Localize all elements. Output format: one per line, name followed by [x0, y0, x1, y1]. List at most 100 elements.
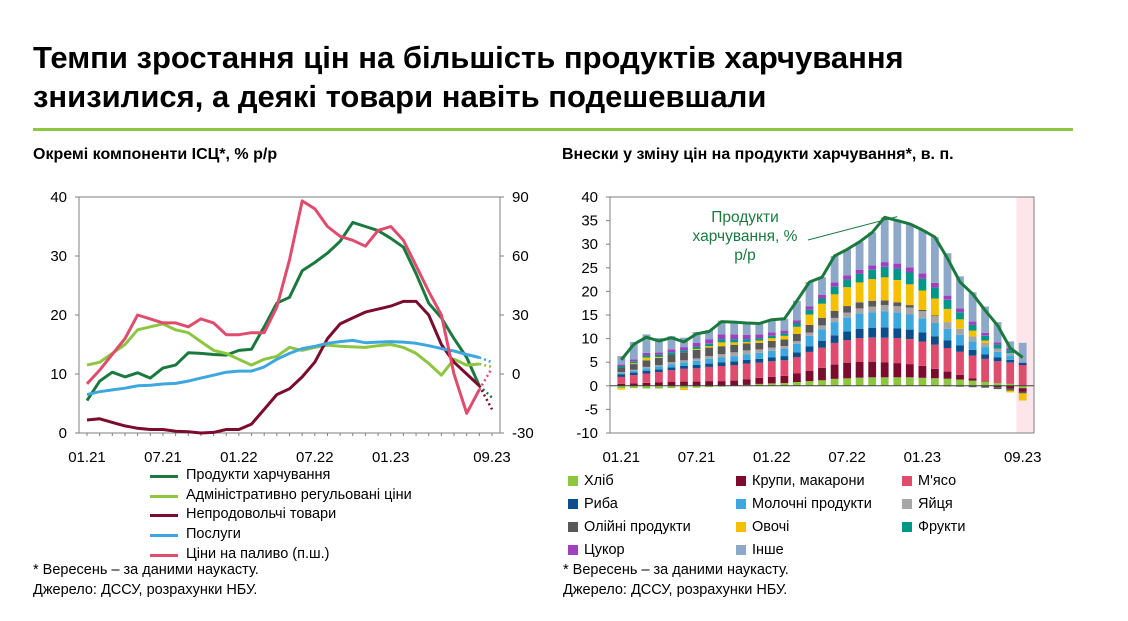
bar-segment-3 — [855, 328, 864, 339]
bar-segment-1 — [855, 361, 864, 378]
bar-segment-10 — [968, 292, 977, 322]
bar-segment-1 — [868, 361, 877, 378]
bar-segment-0 — [968, 380, 977, 386]
bar-segment-4 — [868, 312, 877, 328]
bar-segment-9 — [667, 349, 676, 353]
bar-segment-1 — [730, 380, 739, 386]
bar-segment-0 — [880, 377, 889, 386]
bar-segment-10 — [767, 319, 776, 333]
bar-segment-9 — [855, 269, 864, 274]
bar-segment-4 — [931, 323, 939, 337]
legend-swatch — [736, 522, 746, 532]
bar-segment-1 — [680, 381, 688, 386]
legend-label: Цукор — [584, 542, 625, 558]
bar-segment-5 — [705, 356, 713, 359]
left-y-tick-label: 40 — [50, 189, 67, 206]
bar-segment-4 — [680, 362, 688, 366]
left-x-tick-label: 01.23 — [372, 449, 410, 466]
bar-segment-5 — [981, 342, 989, 347]
bar-segment-0 — [805, 381, 814, 386]
bar-segment-7 — [629, 363, 638, 364]
bar-segment-7 — [956, 319, 964, 329]
bar-segment-2 — [868, 337, 877, 362]
bar-segment-2 — [993, 361, 1002, 383]
bar-segment-8 — [981, 335, 989, 341]
bar-segment-1 — [943, 371, 952, 379]
bar-segment-8 — [905, 272, 914, 285]
bar-segment-3 — [717, 362, 726, 366]
bar-segment-1 — [1018, 388, 1027, 392]
bar-segment-2 — [818, 347, 826, 368]
bar-segment-4 — [705, 358, 713, 364]
right-x-tick-label: 01.22 — [753, 449, 791, 466]
bar-segment-3 — [943, 340, 952, 349]
legend-swatch — [736, 545, 746, 555]
bar-segment-0 — [780, 383, 789, 386]
bar-segment-6 — [742, 343, 751, 351]
bar-segment-5 — [855, 308, 864, 314]
bar-segment-6 — [717, 346, 726, 355]
bar-segment-8 — [868, 269, 877, 280]
bar-segment-2 — [931, 344, 939, 369]
bar-segment-6 — [692, 349, 701, 359]
left-y2-tick-label: 60 — [512, 248, 529, 265]
bar-segment-8 — [767, 335, 776, 339]
bar-segment-2 — [880, 337, 889, 363]
bar-segment-6 — [1018, 391, 1027, 394]
bar-segment-5 — [956, 328, 964, 335]
bar-segment-6 — [629, 364, 638, 370]
bar-segment-4 — [629, 370, 638, 373]
bar-segment-10 — [642, 334, 651, 353]
bar-segment-6 — [993, 387, 1002, 390]
right-x-tick-label: 09.23 — [1004, 449, 1042, 466]
bar-segment-0 — [943, 378, 952, 386]
bar-segment-2 — [830, 342, 839, 365]
bar-segment-0 — [905, 377, 914, 386]
bar-segment-0 — [868, 377, 877, 386]
bar-segment-7 — [918, 290, 927, 310]
bar-segment-1 — [880, 362, 889, 378]
bar-segment-1 — [956, 374, 964, 380]
bar-segment-6 — [1006, 388, 1015, 391]
bar-segment-5 — [1006, 353, 1015, 356]
left-series-line-3 — [86, 338, 480, 397]
bar-segment-1 — [818, 367, 826, 381]
right-x-tick-label: 07.21 — [678, 449, 716, 466]
bar-segment-7 — [755, 340, 764, 343]
bar-segment-5 — [742, 350, 751, 355]
bar-segment-10 — [981, 306, 989, 333]
bar-segment-6 — [642, 360, 651, 367]
right-y-tick-label: -10 — [576, 425, 598, 442]
bar-segment-7 — [1018, 393, 1027, 401]
bar-segment-4 — [667, 364, 676, 368]
bar-segment-5 — [667, 362, 676, 365]
bar-segment-1 — [981, 381, 989, 382]
bar-segment-2 — [629, 374, 638, 384]
bar-segment-9 — [805, 306, 814, 310]
bar-segment-5 — [893, 306, 902, 313]
bar-segment-1 — [655, 382, 663, 386]
bar-segment-8 — [943, 299, 952, 309]
bar-segment-1 — [793, 373, 801, 382]
bar-segment-5 — [968, 336, 977, 342]
bar-segment-8 — [755, 338, 764, 341]
bar-segment-4 — [968, 341, 977, 350]
bar-segment-10 — [805, 282, 814, 307]
bar-segment-9 — [692, 342, 701, 347]
bar-segment-5 — [730, 352, 739, 357]
left-x-tick-label: 09.23 — [473, 449, 511, 466]
bar-segment-8 — [993, 344, 1002, 349]
bar-segment-4 — [642, 368, 651, 371]
bar-segment-10 — [855, 241, 864, 270]
bar-segment-3 — [667, 367, 676, 371]
bar-segment-9 — [943, 295, 952, 300]
right-y-tick-label: 30 — [581, 236, 598, 253]
bar-segment-2 — [805, 351, 814, 371]
bar-segment-2 — [956, 351, 964, 375]
legend-label: М'ясо — [918, 473, 957, 489]
bar-segment-8 — [655, 354, 663, 357]
bar-segment-4 — [655, 366, 663, 370]
bar-segment-6 — [767, 341, 776, 348]
bar-segment-7 — [793, 326, 801, 334]
